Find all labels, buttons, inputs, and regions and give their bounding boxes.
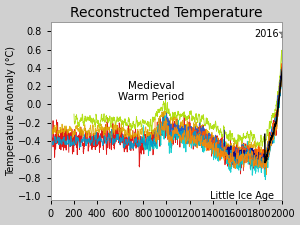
Text: 2016: 2016: [255, 29, 279, 39]
Text: Little Ice Age: Little Ice Age: [210, 191, 274, 201]
Y-axis label: Temperature Anomaly (°C): Temperature Anomaly (°C): [6, 46, 16, 176]
Text: Medieval
Warm Period: Medieval Warm Period: [118, 81, 184, 102]
Title: Reconstructed Temperature: Reconstructed Temperature: [70, 6, 263, 20]
